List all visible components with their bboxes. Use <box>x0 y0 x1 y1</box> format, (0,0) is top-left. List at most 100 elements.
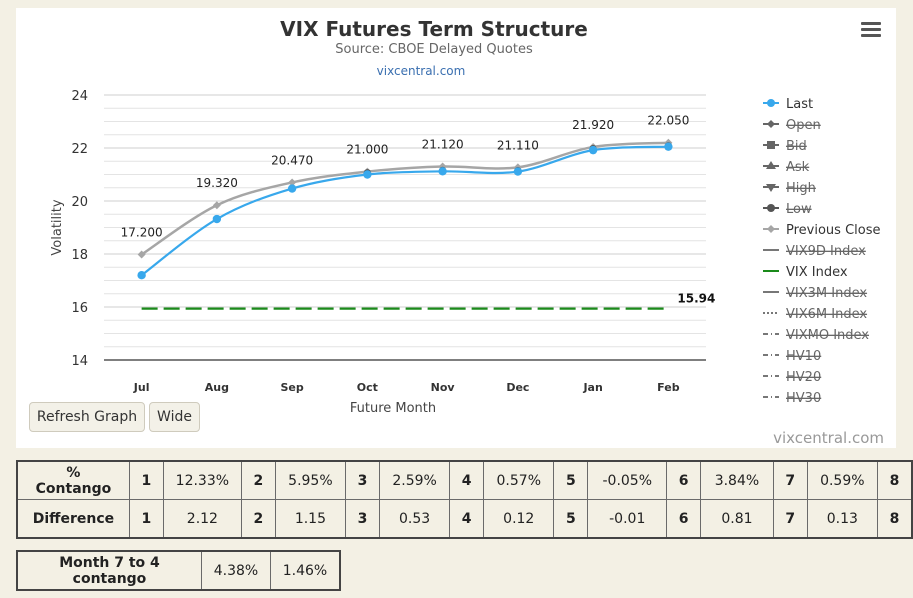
legend-marker <box>767 120 775 128</box>
x-tick-label: Dec <box>506 381 529 394</box>
value-cell: 5.95% <box>274 460 346 500</box>
month-contango-value: 4.38% <box>201 550 271 591</box>
month-index-cell: 5 <box>553 460 589 500</box>
last-point <box>438 167 447 176</box>
legend-marker <box>767 225 775 233</box>
value-cell: 0.13 <box>806 499 878 539</box>
month-index-cell: 5 <box>553 499 589 539</box>
last-point <box>287 184 297 193</box>
y-tick-label: 18 <box>71 248 88 263</box>
month-index-cell: 8 <box>876 460 913 500</box>
table-row: Month 7 to 4 contango 4.38% 1.46% <box>16 550 341 591</box>
legend-item-7[interactable]: VIX9D Index <box>786 244 866 259</box>
legend-marker <box>767 141 775 149</box>
last-point <box>363 170 372 179</box>
table-row: % Contango 1 12.33% 2 5.95% 3 2.59% 4 0.57% 5 -0.0… <box>16 460 913 500</box>
legend-item-8[interactable]: VIX Index <box>786 265 848 280</box>
data-label: 17.200 <box>121 226 163 240</box>
chart-panel: VIX Futures Term Structure Source: CBOE D… <box>16 8 896 448</box>
data-label: 21.920 <box>572 118 614 132</box>
legend-marker <box>766 161 776 169</box>
month-index-cell: 6 <box>666 499 702 539</box>
x-axis-label: Future Month <box>350 401 436 416</box>
x-tick-label: Nov <box>431 381 456 394</box>
watermark: vixcentral.com <box>773 429 884 447</box>
legend-item-4[interactable]: High <box>786 181 816 196</box>
y-axis-label: Volatility <box>50 199 65 255</box>
month-contango-table: Month 7 to 4 contango 4.38% 1.46% <box>16 550 341 591</box>
legend-item-13[interactable]: HV20 <box>786 370 821 385</box>
value-cell: 1.15 <box>274 499 346 539</box>
data-label: 21.110 <box>497 138 539 152</box>
last-point <box>212 214 222 224</box>
month-index-cell: 1 <box>128 460 164 500</box>
legend-item-3[interactable]: Ask <box>786 160 810 175</box>
previous-close-line <box>140 141 669 256</box>
value-cell: 0.53 <box>379 499 451 539</box>
last-point <box>664 142 673 151</box>
y-tick-label: 14 <box>71 354 88 369</box>
legend-item-5[interactable]: Low <box>786 202 812 217</box>
refresh-graph-button[interactable]: Refresh Graph <box>29 402 145 432</box>
menu-icon[interactable] <box>861 22 881 40</box>
legend-marker <box>767 204 775 212</box>
value-cell: 0.12 <box>483 499 555 539</box>
chart-subtitle: Source: CBOE Delayed Quotes <box>335 42 533 57</box>
month-index-cell: 8 <box>876 499 913 539</box>
value-cell: 0.59% <box>806 460 878 500</box>
vix-index-label: 15.94 <box>677 292 715 306</box>
data-label: 19.320 <box>196 176 238 190</box>
legend-marker <box>767 99 775 107</box>
y-tick-label: 16 <box>71 301 88 316</box>
wide-button[interactable]: Wide <box>149 402 200 432</box>
legend-item-6[interactable]: Previous Close <box>786 223 881 238</box>
value-cell: 0.57% <box>483 460 555 500</box>
contango-table: % Contango 1 12.33% 2 5.95% 3 2.59% 4 0.57% 5 -0.0… <box>16 460 913 539</box>
last-point <box>588 145 598 155</box>
previous-close-point <box>137 250 146 259</box>
data-label: 21.120 <box>422 138 464 152</box>
legend-item-10[interactable]: VIX6M Index <box>786 307 867 322</box>
last-point <box>513 167 523 176</box>
value-cell: -0.05% <box>587 460 668 500</box>
data-label: 22.050 <box>647 114 689 128</box>
month-index-cell: 7 <box>772 499 808 539</box>
month-index-cell: 3 <box>344 460 381 500</box>
chart-title: VIX Futures Term Structure <box>280 17 588 41</box>
value-cell: -0.01 <box>587 499 668 539</box>
row-label: % Contango <box>16 460 130 500</box>
month-index-cell: 2 <box>240 460 276 500</box>
x-tick-label: Aug <box>205 381 229 394</box>
y-tick-label: 22 <box>71 142 88 157</box>
source-link: vixcentral.com <box>377 64 466 78</box>
x-tick-label: Feb <box>657 381 680 394</box>
value-cell: 2.59% <box>379 460 451 500</box>
month-index-cell: 4 <box>449 499 485 539</box>
legend-item-0[interactable]: Last <box>786 97 813 112</box>
month-index-cell: 2 <box>240 499 276 539</box>
y-tick-label: 20 <box>71 195 88 210</box>
value-cell: 2.12 <box>162 499 242 539</box>
month-index-cell: 3 <box>344 499 381 539</box>
table-row: Difference 1 2.12 2 1.15 3 0.53 4 0.12 5 -0.01 6 0.8… <box>16 499 913 539</box>
month-index-cell: 4 <box>449 460 485 500</box>
x-tick-label: Sep <box>280 381 303 394</box>
value-cell: 12.33% <box>162 460 242 500</box>
month-contango-label: Month 7 to 4 contango <box>16 550 202 591</box>
x-tick-label: Oct <box>357 381 378 394</box>
legend-item-11[interactable]: VIXMO Index <box>786 328 869 343</box>
legend-item-14[interactable]: HV30 <box>786 391 821 406</box>
last-point <box>137 271 146 280</box>
legend-item-12[interactable]: HV10 <box>786 349 821 364</box>
y-tick-label: 24 <box>71 89 88 104</box>
legend-item-2[interactable]: Bid <box>786 139 807 154</box>
x-tick-label: Jan <box>582 381 602 394</box>
last-line <box>140 145 669 277</box>
month-index-cell: 1 <box>128 499 164 539</box>
month-contango-value: 1.46% <box>270 550 341 591</box>
row-label: Difference <box>16 499 130 539</box>
legend-item-1[interactable]: Open <box>786 118 821 133</box>
legend-item-9[interactable]: VIX3M Index <box>786 286 867 301</box>
data-label: 21.000 <box>346 143 388 157</box>
